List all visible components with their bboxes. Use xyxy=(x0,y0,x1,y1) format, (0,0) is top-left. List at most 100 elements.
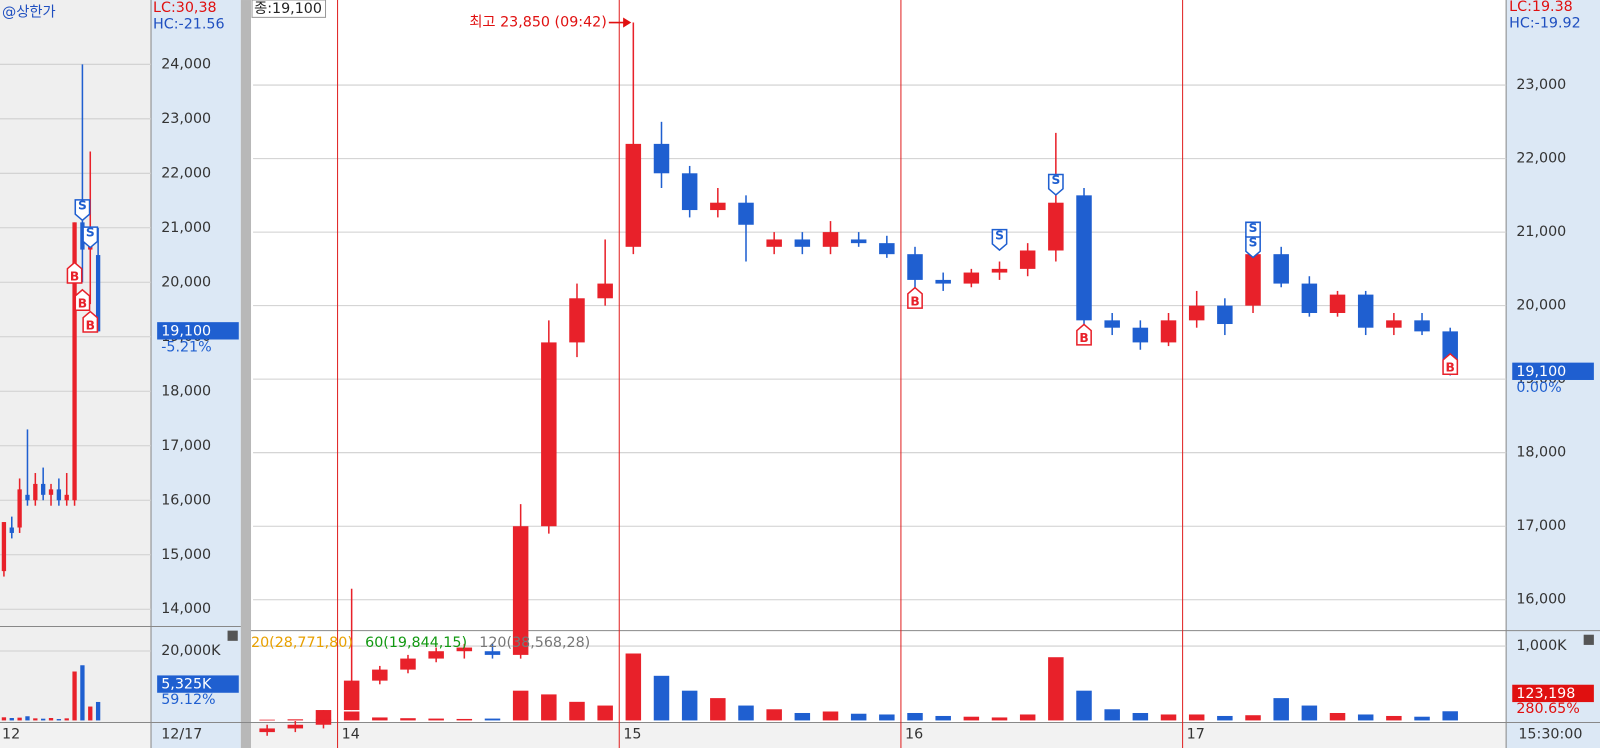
volume-bar xyxy=(935,715,951,721)
candle-body xyxy=(1104,320,1120,328)
volume-bar xyxy=(766,709,782,721)
candle-body xyxy=(512,526,529,655)
volume-bar xyxy=(72,671,77,721)
volume-ratio: 59.12% xyxy=(161,692,215,708)
candle-body xyxy=(794,239,811,247)
candle-body xyxy=(569,298,585,343)
left-axis-bg xyxy=(151,0,241,748)
volume-bar xyxy=(400,718,416,721)
candle-body xyxy=(400,658,416,670)
signal-marker xyxy=(1245,236,1261,259)
volume-bar xyxy=(1329,712,1346,721)
volume-bar xyxy=(1160,714,1177,721)
volume-bar xyxy=(1414,716,1430,721)
volume-bar xyxy=(343,711,360,721)
ma-legend: 60(19,844,15) xyxy=(365,635,467,651)
volume-bar xyxy=(1132,712,1149,721)
candle-body xyxy=(1301,283,1318,313)
y-tick-label: 18,000 xyxy=(161,383,211,399)
candle-body xyxy=(1132,327,1149,343)
candle-body xyxy=(822,232,839,247)
y-tick-label: 23,000 xyxy=(1516,77,1566,93)
candle-body xyxy=(935,279,951,284)
y-tick-label: 21,000 xyxy=(1516,224,1566,240)
volume-tag xyxy=(1512,684,1594,703)
ma-legend: 120(38,568,28) xyxy=(479,635,590,651)
candle-body xyxy=(653,143,670,174)
price-label: 19,100 xyxy=(161,323,211,339)
volume-bar xyxy=(822,711,839,721)
candle-body xyxy=(907,254,923,280)
x-tick-label: 16 xyxy=(905,727,923,743)
candle-body xyxy=(1076,195,1092,321)
signal-marker xyxy=(907,286,923,309)
price-box xyxy=(251,0,327,18)
volume-bar xyxy=(25,716,30,721)
candle-body xyxy=(372,669,388,681)
candle-body xyxy=(541,342,557,527)
volume-bar xyxy=(1,717,7,721)
ma-legend: 20(28,771,80) xyxy=(251,635,353,651)
annotation-head xyxy=(623,17,632,28)
volume-bar xyxy=(1217,715,1233,721)
volume-bar xyxy=(1188,714,1205,721)
volume-bar xyxy=(850,713,867,721)
signal-marker xyxy=(82,226,99,249)
candle-body xyxy=(1357,294,1374,328)
volume-bar xyxy=(484,718,501,721)
candle-body xyxy=(72,222,77,501)
signal-marker xyxy=(74,288,91,311)
candle-body xyxy=(33,483,38,501)
volume-bar xyxy=(625,653,642,721)
volume-bar xyxy=(653,675,670,721)
volume-label: 123,198 xyxy=(1516,686,1575,702)
signal-marker xyxy=(1076,323,1092,346)
volume-bar xyxy=(1273,698,1289,721)
candle-body xyxy=(95,255,101,332)
signal-marker xyxy=(1442,352,1459,376)
date-label: 12/17 xyxy=(161,727,202,743)
volume-tick-label: 1,000K xyxy=(1516,638,1567,654)
volume-bar xyxy=(1104,709,1120,721)
candle-body xyxy=(17,489,22,528)
left-x-axis-bg xyxy=(0,722,152,748)
volume-bar xyxy=(88,706,93,721)
candle-body xyxy=(879,243,895,255)
signal-label: S xyxy=(86,226,95,240)
y-tick-label: 18,000 xyxy=(1516,445,1566,461)
candle-body xyxy=(1048,202,1064,251)
signal-label: B xyxy=(86,318,95,332)
y-tick-label: 15,000 xyxy=(161,547,211,563)
volume-bar xyxy=(1386,715,1402,721)
candle-body xyxy=(9,527,14,533)
signal-label: S xyxy=(78,199,87,213)
candle-body xyxy=(25,494,30,501)
y-tick-label: 17,000 xyxy=(1516,518,1566,534)
price-label: 19,100 xyxy=(1516,364,1566,380)
candle-body xyxy=(625,143,642,247)
volume-label: 5,325K xyxy=(161,677,212,693)
volume-bar xyxy=(597,705,613,721)
candle-body xyxy=(48,489,54,495)
candle-body xyxy=(597,283,613,299)
volume-bar xyxy=(95,701,101,721)
lc-label: LC:19.38 xyxy=(1509,0,1573,15)
signal-marker xyxy=(66,261,83,284)
collapse-icon[interactable] xyxy=(227,630,238,641)
hc-label: HC:-21.56 xyxy=(153,17,224,33)
volume-tag xyxy=(157,675,239,693)
main-x-axis-bg xyxy=(251,722,1507,748)
y-tick-label: 22,000 xyxy=(1516,151,1566,167)
volume-bar xyxy=(372,717,388,721)
candle-body xyxy=(681,173,698,211)
volume-bar xyxy=(80,665,85,721)
collapse-icon[interactable] xyxy=(1583,634,1594,645)
volume-bar xyxy=(907,712,923,721)
volume-bar xyxy=(428,718,444,721)
volume-bar xyxy=(1076,690,1092,721)
candle-body xyxy=(1245,254,1261,306)
candle-body xyxy=(1,522,7,572)
chart-title: @상한가 xyxy=(2,3,56,20)
y-tick-label: 14,000 xyxy=(161,601,211,617)
volume-ratio: 280.65% xyxy=(1516,701,1579,717)
